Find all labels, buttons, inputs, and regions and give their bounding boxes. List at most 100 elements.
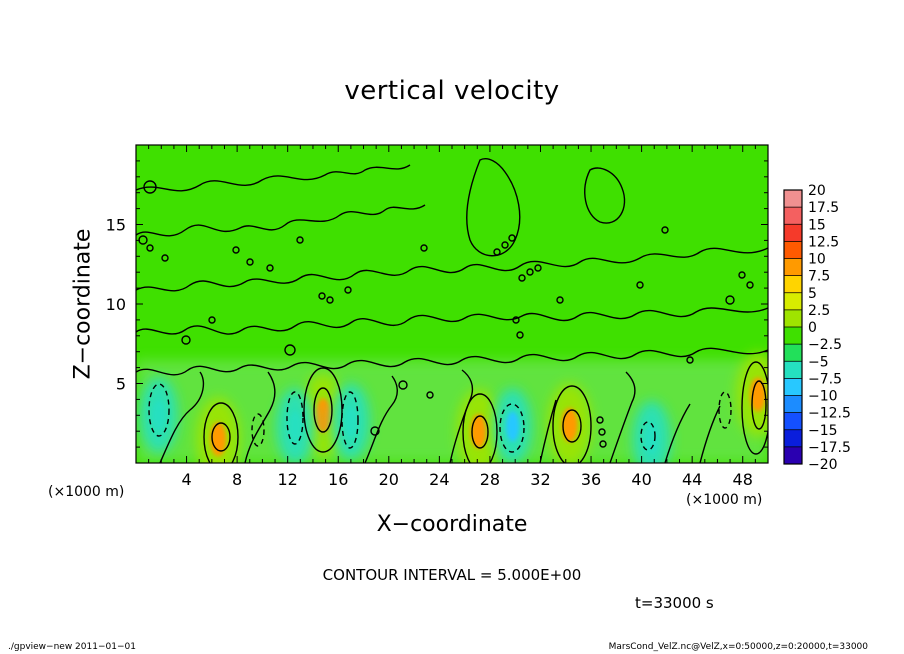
x-unit-label-left: (×1000 m) [48, 484, 125, 500]
contour-line-negative [286, 391, 304, 445]
colorbar-label: 20 [808, 183, 826, 199]
colorbar-segment [784, 258, 802, 276]
x-tick-label: 24 [429, 470, 449, 489]
colorbar-segment [784, 429, 802, 447]
colorbar-segment [784, 241, 802, 259]
colorbar-segment [784, 292, 802, 310]
velocity-cell [210, 422, 227, 457]
colorbar-label: 17.5 [808, 200, 839, 216]
axis-ticks [136, 145, 768, 463]
contour-line [313, 387, 333, 433]
contour-line [364, 375, 398, 463]
colorbar-segment [784, 224, 802, 242]
colorbar-label: −20 [808, 457, 838, 473]
y-tick-label: 10 [106, 295, 126, 314]
x-tick-label: 28 [480, 470, 500, 489]
velocity-cell [470, 414, 487, 449]
velocity-cell [315, 398, 332, 433]
x-tick-label: 36 [581, 470, 601, 489]
colorbar-label: 10 [808, 252, 826, 268]
velocity-cell [152, 400, 166, 431]
small-contours [138, 180, 754, 448]
contour-line [303, 367, 343, 453]
velocity-cell [645, 424, 659, 455]
x-tick-label: 8 [232, 470, 242, 489]
colorbar-segment [784, 344, 802, 362]
contour-line [471, 415, 489, 449]
contour-line [562, 409, 582, 443]
x-tick-label: 12 [278, 470, 298, 489]
color-field [136, 352, 768, 463]
colorbar-label: 15 [808, 217, 826, 233]
colorbar-label: −12.5 [808, 406, 851, 422]
velocity-cell [749, 377, 766, 412]
x-tick-label: 32 [530, 470, 550, 489]
colorbar-label: −10 [808, 389, 838, 405]
colorbar-segment [784, 446, 802, 464]
colorbar-segment [784, 378, 802, 396]
colorbar-segment [784, 395, 802, 413]
x-unit-label-right: (×1000 m) [686, 492, 763, 508]
chart-title: vertical velocity [344, 76, 560, 106]
colorbar-segment [784, 207, 802, 225]
contour-interval-label: CONTOUR INTERVAL = 5.000E+00 [322, 566, 582, 584]
y-tick-label: 5 [116, 375, 126, 394]
x-tick-label: 44 [682, 470, 702, 489]
contour-line-negative [148, 383, 170, 437]
colorbar-segment [784, 327, 802, 345]
colorbar-label: 0 [808, 320, 817, 336]
contour-line [584, 167, 626, 224]
contour-line-negative [341, 391, 359, 449]
contour-line-negative [640, 421, 656, 451]
time-label: t=33000 s [635, 594, 714, 612]
contour-line [539, 399, 557, 463]
contour-line [159, 371, 205, 463]
x-tick-label: 16 [328, 470, 348, 489]
colorbar-label: 7.5 [808, 269, 830, 285]
contour-line-negative [251, 413, 265, 447]
colorbar-label: 5 [808, 286, 817, 302]
x-tick-label: 4 [181, 470, 191, 489]
velocity-cell [506, 411, 520, 442]
velocity-cell [561, 407, 578, 442]
colorbar-segment [784, 361, 802, 379]
velocity-cell [288, 411, 302, 442]
footer-data-source: MarsCond_VelZ.nc@VelZ,x=0:50000,z=0:2000… [608, 642, 868, 652]
contour-line [136, 164, 411, 192]
contour-line [136, 347, 768, 376]
velocity-cell [344, 406, 358, 437]
colorbar-label: 12.5 [808, 234, 839, 250]
contour-line-negative [718, 391, 732, 429]
contour-line [741, 361, 768, 455]
contour-line-negative [499, 403, 525, 453]
contour-line [699, 405, 721, 463]
x-tick-label: 40 [631, 470, 651, 489]
colorbar-label: −7.5 [808, 371, 842, 387]
y-tick-label: 15 [106, 216, 126, 235]
colorbar-segment [784, 412, 802, 430]
colorbar-label: −17.5 [808, 440, 851, 456]
contour-line [136, 247, 768, 292]
contour-lines [136, 158, 768, 463]
contour-line [136, 307, 768, 335]
velocity-cells [139, 352, 768, 463]
colorbar-label: −15 [808, 423, 838, 439]
contour-line [462, 393, 498, 463]
x-tick-label: 20 [379, 470, 399, 489]
footer-program-info: ./gpview−new 2011−01−01 [8, 642, 136, 652]
colorbar-segment [784, 190, 802, 208]
contour-line [664, 403, 691, 463]
contour-line [609, 371, 636, 463]
contour-line [751, 380, 767, 430]
contour-line [203, 402, 239, 463]
y-axis-label: Z−coordinate [70, 228, 96, 380]
x-axis-label: X−coordinate [376, 512, 528, 537]
colorbar-label: 2.5 [808, 303, 830, 319]
contour-line [449, 369, 474, 463]
colorbar-label: −2.5 [808, 337, 842, 353]
contour-line [244, 371, 276, 463]
